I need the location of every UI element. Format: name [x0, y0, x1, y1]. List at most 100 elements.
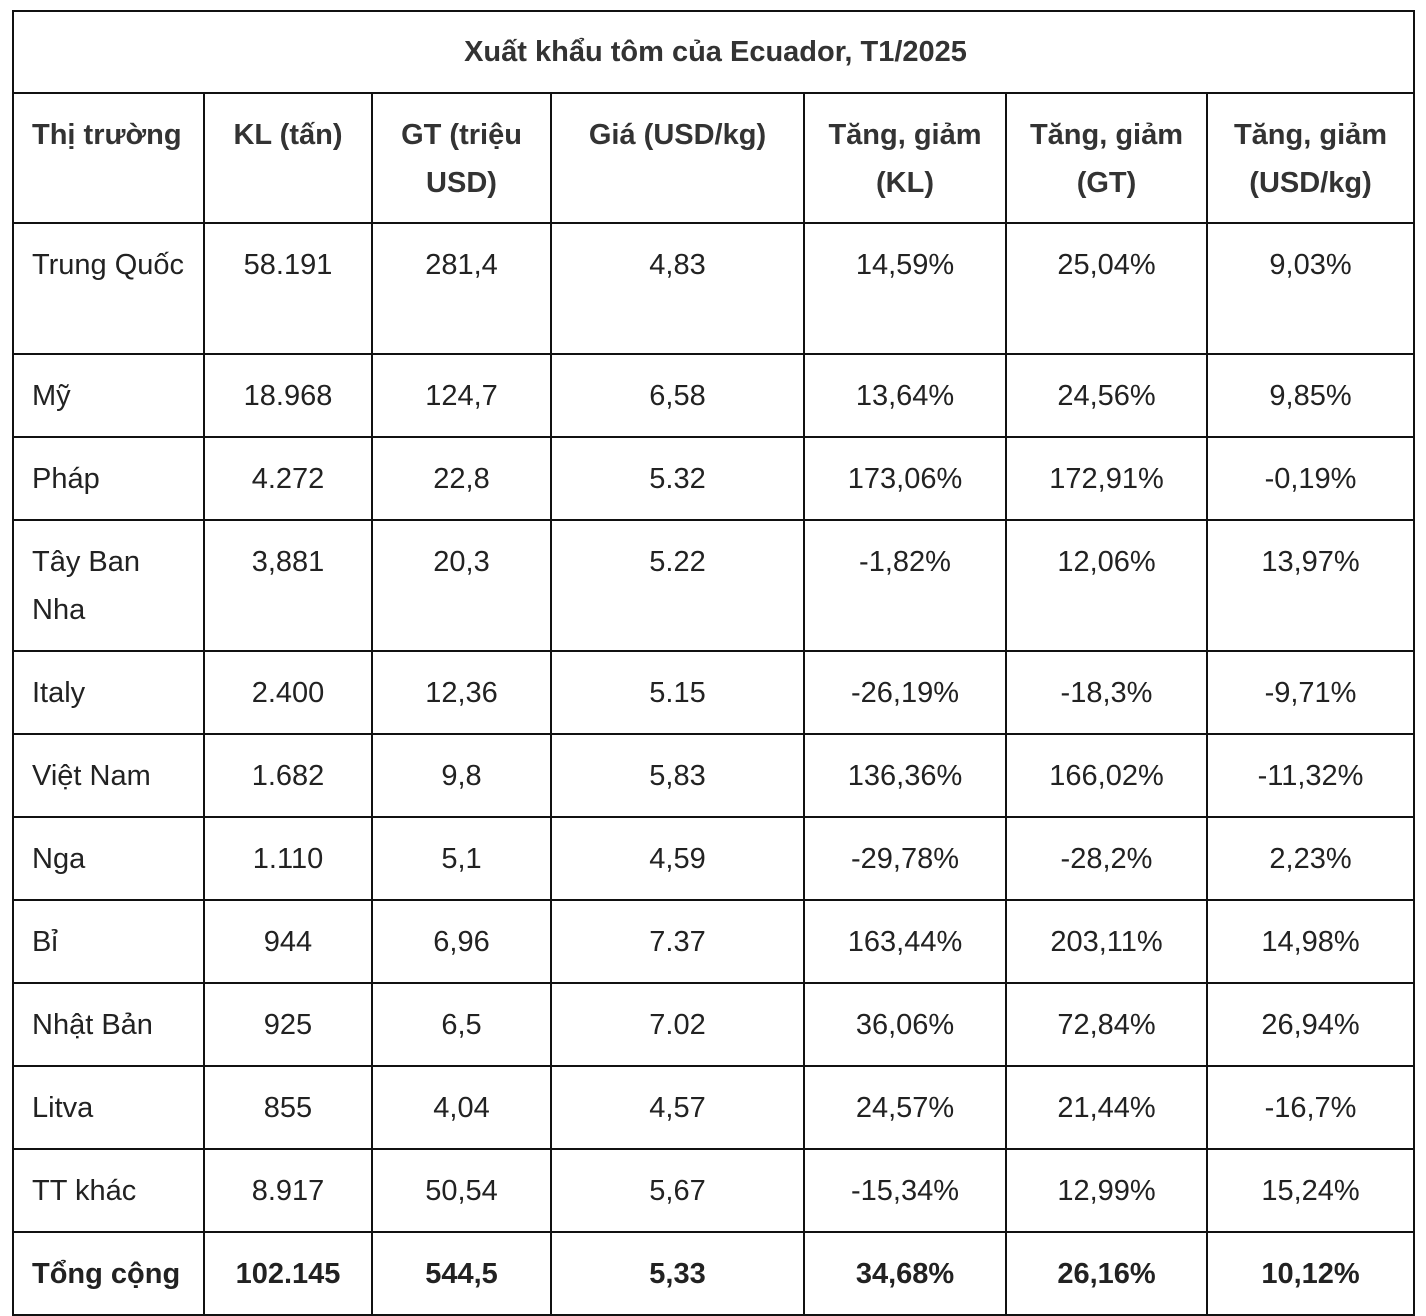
value-cell: 14,98% [1205, 899, 1416, 984]
value-cell: 4,59 [550, 816, 805, 901]
data-row: Mỹ 18.968 124,7 6,58 13,64% 24,56% 9,85% [12, 353, 1416, 438]
value-cell: 5.15 [550, 650, 805, 735]
value-cell: 855 [203, 1065, 373, 1150]
total-cell: 102.145 [203, 1231, 373, 1316]
header-cell: KL (tấn) [203, 92, 373, 224]
value-cell: 12,36 [371, 650, 552, 735]
value-cell: 12,06% [1005, 519, 1208, 652]
value-cell: 4,04 [371, 1065, 552, 1150]
total-cell: 5,33 [550, 1231, 805, 1316]
value-cell: 26,94% [1205, 982, 1416, 1067]
value-cell: 6,58 [550, 353, 805, 438]
value-cell: 1.110 [203, 816, 373, 901]
value-cell: 13,64% [803, 353, 1007, 438]
total-row: Tổng cộng 102.145 544,5 5,33 34,68% 26,16% 10,… [12, 1231, 1416, 1316]
value-cell: 166,02% [1005, 733, 1208, 818]
value-cell: 24,57% [803, 1065, 1007, 1150]
value-cell: 4,57 [550, 1065, 805, 1150]
market-cell: TT khác [12, 1148, 205, 1233]
value-cell: -28,2% [1005, 816, 1208, 901]
data-row: Pháp 4.272 22,8 5.32 173,06% 172,91% -0,19% [12, 436, 1416, 521]
value-cell: -16,7% [1205, 1065, 1416, 1150]
value-cell: 24,56% [1005, 353, 1208, 438]
value-cell: -18,3% [1005, 650, 1208, 735]
market-cell: Pháp [12, 436, 205, 521]
value-cell: 5.32 [550, 436, 805, 521]
value-cell: 18.968 [203, 353, 373, 438]
value-cell: 9,8 [371, 733, 552, 818]
value-cell: 944 [203, 899, 373, 984]
market-cell: Litva [12, 1065, 205, 1150]
total-cell: 10,12% [1205, 1231, 1416, 1316]
header-cell: Tăng, giảm (USD/kg) [1205, 92, 1416, 224]
value-cell: 2.400 [203, 650, 373, 735]
value-cell: 12,99% [1005, 1148, 1208, 1233]
data-row: TT khác 8.917 50,54 5,67 -15,34% 12,99% 15,24% [12, 1148, 1416, 1233]
value-cell: 136,36% [803, 733, 1007, 818]
value-cell: 5.22 [550, 519, 805, 652]
value-cell: 72,84% [1005, 982, 1208, 1067]
data-row: Việt Nam 1.682 9,8 5,83 136,36% 166,02% -11,32… [12, 733, 1416, 818]
header-cell: GT (triệu USD) [371, 92, 552, 224]
market-cell: Italy [12, 650, 205, 735]
value-cell: 5,67 [550, 1148, 805, 1233]
value-cell: 22,8 [371, 436, 552, 521]
title-row: Xuất khẩu tôm của Ecuador, T1/2025 [11, 10, 1416, 94]
header-cell: Thị trường [12, 92, 205, 224]
value-cell: 20,3 [371, 519, 552, 652]
value-cell: 25,04% [1005, 222, 1208, 355]
market-cell: Bỉ [12, 899, 205, 984]
value-cell: 5,83 [550, 733, 805, 818]
value-cell: 13,97% [1205, 519, 1416, 652]
value-cell: 124,7 [371, 353, 552, 438]
value-cell: -26,19% [803, 650, 1007, 735]
value-cell: 58.191 [203, 222, 373, 355]
market-cell: Nga [12, 816, 205, 901]
value-cell: 50,54 [371, 1148, 552, 1233]
value-cell: -29,78% [803, 816, 1007, 901]
data-row: Bỉ 944 6,96 7.37 163,44% 203,11% 14,98% [12, 899, 1416, 984]
value-cell: 36,06% [803, 982, 1007, 1067]
value-cell: 7.37 [550, 899, 805, 984]
value-cell: 172,91% [1005, 436, 1208, 521]
market-cell: Việt Nam [12, 733, 205, 818]
header-row: Thị trường KL (tấn) GT (triệu USD) Giá (USD… [12, 92, 1416, 224]
value-cell: 6,96 [371, 899, 552, 984]
value-cell: 281,4 [371, 222, 552, 355]
value-cell: 5,1 [371, 816, 552, 901]
header-cell: Tăng, giảm (KL) [803, 92, 1007, 224]
value-cell: 203,11% [1005, 899, 1208, 984]
value-cell: 1.682 [203, 733, 373, 818]
data-row: Nhật Bản 925 6,5 7.02 36,06% 72,84% 26,94% [12, 982, 1416, 1067]
market-cell: Mỹ [12, 353, 205, 438]
value-cell: 7.02 [550, 982, 805, 1067]
total-label: Tổng cộng [12, 1231, 205, 1316]
market-cell: Trung Quốc [12, 222, 205, 355]
value-cell: 6,5 [371, 982, 552, 1067]
table-title: Xuất khẩu tôm của Ecuador, T1/2025 [11, 10, 1416, 94]
value-cell: -1,82% [803, 519, 1007, 652]
value-cell: 14,59% [803, 222, 1007, 355]
data-table: Xuất khẩu tôm của Ecuador, T1/2025 Thị tr… [11, 10, 1416, 1316]
value-cell: 8.917 [203, 1148, 373, 1233]
value-cell: 15,24% [1205, 1148, 1416, 1233]
value-cell: 2,23% [1205, 816, 1416, 901]
value-cell: -15,34% [803, 1148, 1007, 1233]
value-cell: 163,44% [803, 899, 1007, 984]
value-cell: -9,71% [1205, 650, 1416, 735]
value-cell: -0,19% [1205, 436, 1416, 521]
market-cell: Nhật Bản [12, 982, 205, 1067]
total-cell: 26,16% [1005, 1231, 1208, 1316]
data-row: Tây Ban Nha 3,881 20,3 5.22 -1,82% 12,06% 13,9… [12, 519, 1416, 652]
data-row: Trung Quốc 58.191 281,4 4,83 14,59% 25,04% 9,0… [12, 222, 1416, 355]
data-row: Nga 1.110 5,1 4,59 -29,78% -28,2% 2,23% [12, 816, 1416, 901]
value-cell: 4,83 [550, 222, 805, 355]
value-cell: -11,32% [1205, 733, 1416, 818]
header-cell: Giá (USD/kg) [550, 92, 805, 224]
data-row: Litva 855 4,04 4,57 24,57% 21,44% -16,7% [12, 1065, 1416, 1150]
value-cell: 9,85% [1205, 353, 1416, 438]
value-cell: 925 [203, 982, 373, 1067]
total-cell: 544,5 [371, 1231, 552, 1316]
total-cell: 34,68% [803, 1231, 1007, 1316]
